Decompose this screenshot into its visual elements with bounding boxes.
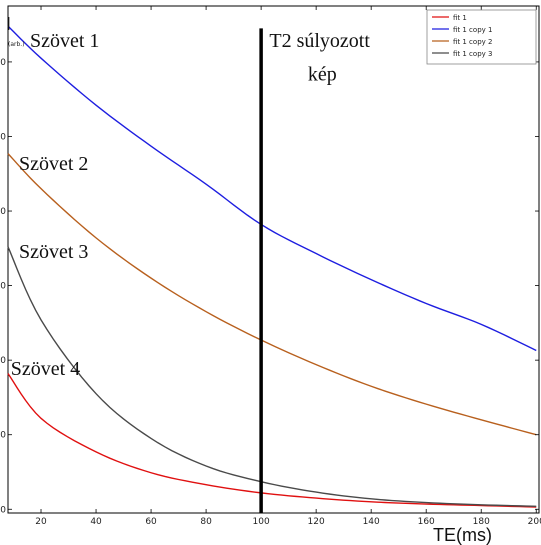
legend-label: fit 1 copy 2 (453, 38, 492, 46)
annotation-3: Szövet 3 (19, 241, 88, 263)
annotation-4: Szövet 4 (11, 358, 80, 380)
legend: fit 1 fit 1 copy 1 fit 1 copy 2 fit 1 copy … (426, 9, 537, 65)
y-tick-label: 200 (0, 356, 6, 366)
x-tick-label: 100 (253, 517, 270, 527)
annotation-layer: Szövet 1 Szövet 2 Szövet 3 Szövet 4 T2 súlyo… (11, 30, 371, 380)
y-tick-label: 300 (0, 282, 6, 292)
y-tick-label: 500 (0, 132, 6, 142)
x-tick-label: 120 (308, 517, 325, 527)
x-tick-label: 20 (35, 517, 47, 527)
annotation-2: Szövet 2 (19, 153, 88, 175)
y-axis-unit: (arb.) (8, 41, 25, 48)
x-tick-label: 140 (363, 517, 380, 527)
legend-label: fit 1 copy 3 (453, 50, 492, 58)
x-axis-label: TE(ms) (433, 525, 492, 545)
x-tick-label: 60 (145, 517, 157, 527)
x-tick-label: 160 (418, 517, 435, 527)
y-tick-label: 400 (0, 207, 6, 217)
annotation-5: T2 súlyozott (269, 30, 370, 52)
y-tick-label: 0 (0, 505, 6, 515)
y-tick-label: 600 (0, 58, 6, 68)
x-tick-label: 80 (200, 517, 212, 527)
x-tick-label: 180 (473, 517, 490, 527)
annotation-6: kép (308, 64, 337, 86)
legend-label: fit 1 (453, 14, 467, 22)
legend-box (426, 9, 537, 65)
legend-label: fit 1 copy 1 (453, 26, 492, 34)
axis-layer: I (arb.) TE(ms) 20 40 60 80 100 120 140 160 180 2… (0, 6, 541, 545)
plot-frame (7, 5, 540, 514)
x-tick-label: 200 (528, 517, 541, 527)
y-axis-label: I (6, 14, 11, 34)
y-tick-label: 100 (0, 431, 6, 441)
annotation-1: Szövet 1 (30, 30, 99, 52)
plot-area (7, 5, 540, 514)
x-tick-label: 40 (90, 517, 102, 527)
